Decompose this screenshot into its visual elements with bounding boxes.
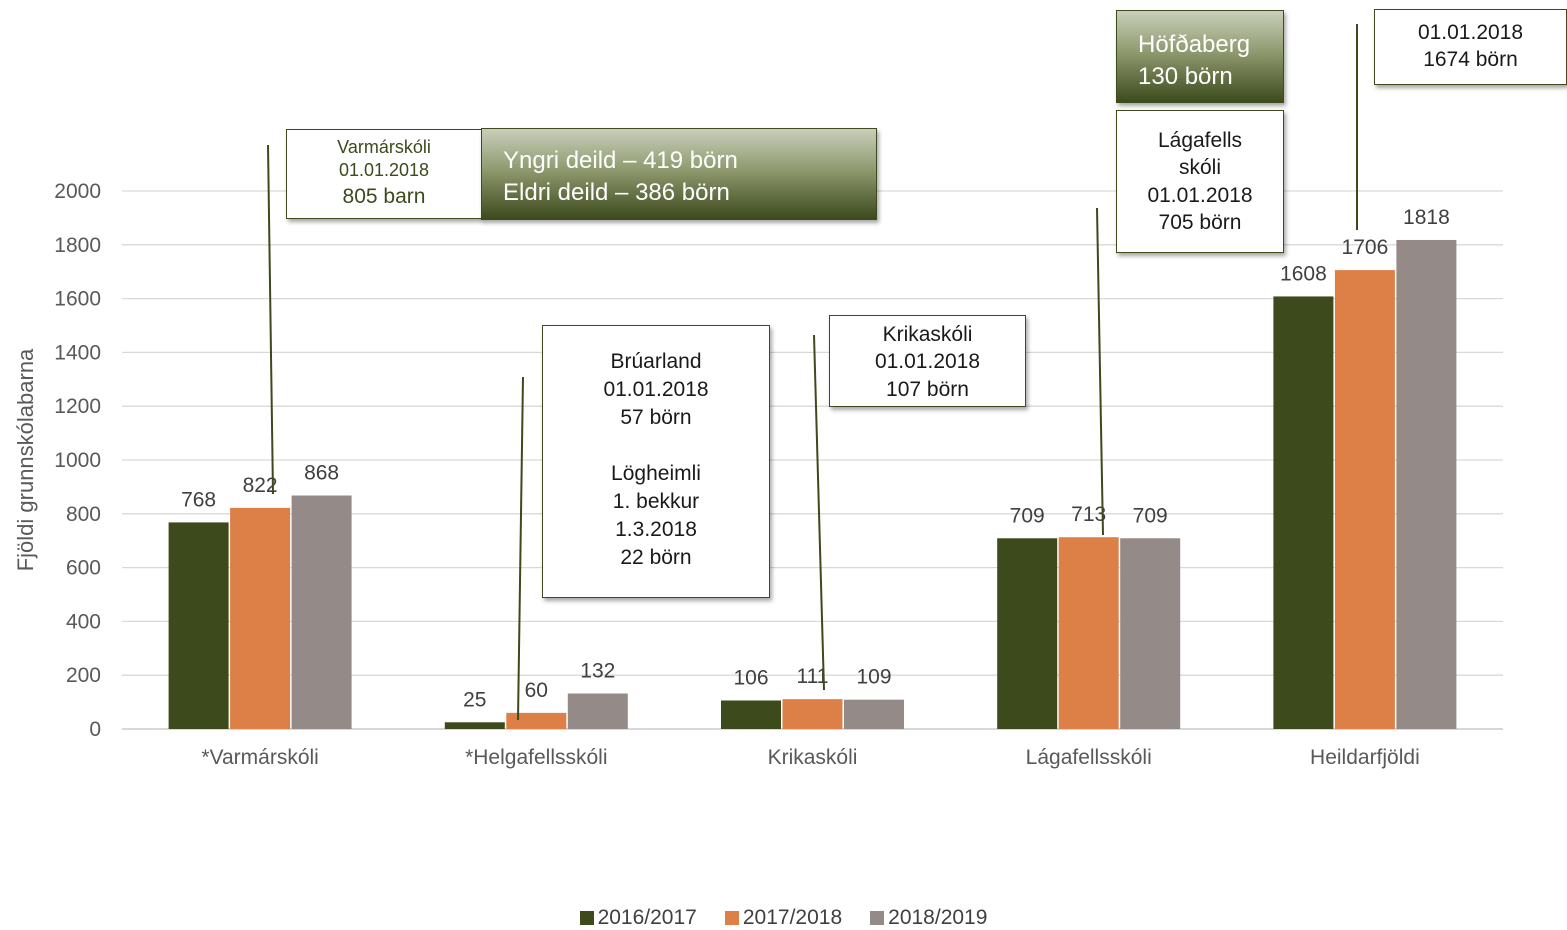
bar (721, 700, 781, 729)
y-tick-label: 600 (66, 557, 101, 580)
callout-line: 01.01.2018 (874, 350, 981, 374)
x-tick-label: Lágafellsskóli (1026, 746, 1152, 769)
data-label: 713 (1071, 503, 1106, 526)
callout-line: 107 börn (886, 377, 969, 401)
legend-swatch (724, 911, 739, 925)
callout-line: Eldri deild – 386 börn (503, 179, 730, 207)
bar (844, 699, 904, 729)
x-tick-label: *Varmárskóli (201, 746, 318, 769)
data-label: 132 (580, 659, 615, 682)
y-axis-ticks: 0 200 400 600 800 1000 1200 1400 1600 1800 2000 (54, 180, 101, 741)
legend-label: 2017/2018 (742, 906, 843, 929)
data-label: 868 (304, 462, 339, 485)
callout-line: skóli (1178, 156, 1221, 180)
bar (782, 699, 843, 729)
legend-item: 2017/2018 (724, 906, 843, 930)
data-label: 709 (1010, 504, 1045, 527)
data-label: 1818 (1403, 206, 1450, 229)
callout-line: 01.01.2018 (1147, 183, 1253, 207)
callout-line: 01.01.2018 (1417, 21, 1524, 44)
callout-line: 57 börn (620, 405, 692, 429)
leader-bruarland (517, 376, 524, 721)
legend-label: 2018/2019 (888, 906, 988, 929)
callout-line: 130 börn (1138, 62, 1233, 90)
legend-swatch (870, 911, 885, 925)
data-label: 111 (797, 665, 829, 688)
callout-hofdaberg: Höfðaberg 130 börn (1116, 10, 1284, 103)
x-axis-ticks: *Varmárskóli *Helgafellsskóli Krikaskóli Lá… (201, 746, 1419, 769)
data-label: 106 (733, 666, 768, 689)
x-tick-label: Krikaskóli (768, 746, 858, 769)
callout-total: 01.01.2018 1674 börn (1374, 9, 1567, 85)
callout-varmarskoli: Varmárskóli 01.01.2018 805 barn (286, 129, 482, 219)
bars (168, 239, 1457, 729)
callout-line: Lögheimli (611, 461, 701, 485)
bar (1120, 538, 1181, 729)
callout-line: 01.01.2018 (603, 377, 709, 401)
bar (1334, 270, 1395, 729)
callout-line: 705 börn (1158, 210, 1242, 234)
data-label: 822 (243, 474, 278, 497)
callout-line: 01.01.2018 (338, 160, 430, 181)
data-label: 25 (463, 688, 486, 711)
bar (1273, 296, 1334, 729)
bar (567, 693, 628, 729)
legend-item: 2016/2017 (579, 906, 697, 930)
callout-spacer (543, 432, 769, 460)
y-tick-label: 1800 (54, 234, 101, 257)
bar (230, 507, 291, 729)
callout-line: Lágafells (1157, 129, 1243, 152)
legend-label: 2016/2017 (597, 906, 697, 929)
data-label: 1608 (1280, 262, 1327, 285)
bar (1058, 537, 1119, 729)
data-label: 768 (181, 488, 216, 511)
bar (168, 522, 229, 729)
x-tick-label: *Helgafellsskóli (465, 746, 607, 769)
y-tick-label: 200 (66, 664, 101, 687)
bar (997, 538, 1058, 729)
data-label: 1706 (1342, 236, 1389, 259)
callout-line: Krikaskóli (882, 323, 973, 346)
data-label: 109 (856, 666, 891, 689)
y-axis-label: Fjöldi grunnskólabarna (13, 348, 38, 571)
legend-item: 2018/2019 (870, 906, 987, 930)
callout-bruarland: Brúarland 01.01.2018 57 börn Lögheimli 1… (542, 325, 770, 598)
bar (1396, 239, 1457, 729)
callout-varmarskoli-departments: Yngri deild – 419 börn Eldri deild – 386… (481, 128, 877, 220)
callout-line: 1.3.2018 (615, 517, 697, 541)
y-tick-label: 0 (89, 718, 101, 741)
x-tick-label: Heildarfjöldi (1310, 746, 1420, 769)
callout-line: 1. bekkur (612, 489, 700, 513)
y-tick-label: 1400 (54, 341, 101, 364)
legend-swatch (579, 911, 594, 925)
callout-lagafellsskoli: Lágafells skóli 01.01.2018 705 börn (1116, 110, 1284, 253)
y-tick-label: 1600 (54, 288, 101, 311)
data-label: 709 (1133, 504, 1168, 527)
callout-line: 805 barn (342, 184, 426, 208)
value-labels: 768 822 868 25 60 132 106 111 109 709 713 709 1608 17… (181, 206, 1450, 711)
callout-line: 22 börn (620, 545, 692, 569)
leader-krika (813, 334, 825, 691)
callout-line: Brúarland (610, 350, 702, 373)
leader-varmar (267, 144, 274, 495)
callout-krikaskoli: Krikaskóli 01.01.2018 107 börn (829, 315, 1026, 407)
y-tick-label: 2000 (54, 180, 101, 203)
legend: 2016/2017 2017/2018 2018/2019 (0, 906, 1567, 930)
y-tick-label: 400 (66, 610, 101, 633)
callout-line: Varmárskóli (337, 137, 431, 157)
bar (291, 495, 352, 729)
callout-line: Höfðaberg (1138, 31, 1251, 58)
callout-leader-lines (267, 24, 1358, 721)
bar (506, 712, 567, 729)
data-label: 60 (525, 679, 548, 702)
y-tick-label: 1200 (54, 395, 101, 418)
bar (444, 722, 505, 729)
callout-line: Yngri deild – 419 börn (503, 147, 738, 174)
y-tick-label: 1000 (54, 449, 101, 472)
y-tick-label: 800 (66, 503, 101, 526)
leader-lagafells (1096, 207, 1104, 536)
callout-line: 1674 börn (1423, 48, 1518, 72)
